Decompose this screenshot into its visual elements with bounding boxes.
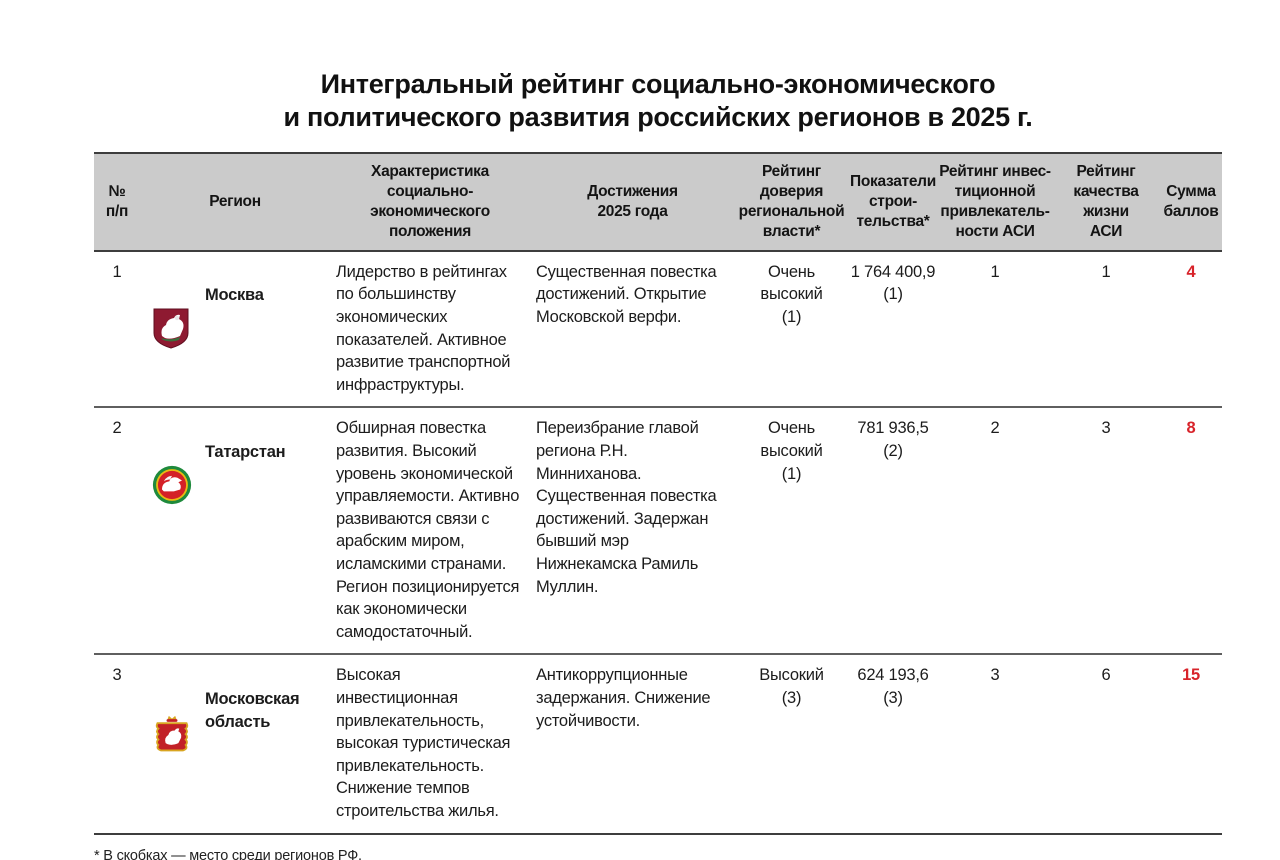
construction-cell: 624 193,6 (3): [848, 653, 938, 834]
page-title-line1: Интегральный рейтинг социально-экономиче…: [320, 69, 996, 99]
row-number: 2: [94, 406, 140, 655]
rating-table: № п/п Регион Характеристика социально-эк…: [94, 151, 1222, 835]
achievements-cell: Переизбрание главой региона Р.Н. Минниха…: [530, 406, 735, 655]
region-name: Татарстан: [205, 443, 286, 462]
total-score-cell: 15: [1160, 653, 1222, 834]
trust-rating-cell: Высокий (3): [735, 653, 848, 834]
row-number: 3: [94, 653, 140, 834]
header-asi-investment: Рейтинг инвес- тиционной привлекатель- н…: [938, 152, 1052, 252]
moscow-oblast-coat-of-arms-icon: [152, 689, 190, 780]
header-num: № п/п: [94, 152, 140, 252]
table-row-tatarstan: 2 Татарстан: [94, 406, 1222, 655]
header-construction: Показатели строи- тельства*: [848, 152, 938, 252]
table-row-moscow-oblast: 3 Московская область: [94, 653, 1222, 834]
tatarstan-emblem-icon: [152, 442, 192, 527]
asi-life-quality-cell: 1: [1101, 262, 1111, 281]
total-score-cell: 4: [1186, 262, 1196, 281]
construction-cell: 781 936,5 (2): [848, 406, 938, 655]
construction-cell: 1 764 400,9 (1): [850, 262, 936, 304]
header-achievements: Достижения 2025 года: [530, 152, 735, 252]
region-cell: Москва: [140, 251, 330, 408]
page-title: Интегральный рейтинг социально-экономиче…: [94, 68, 1222, 134]
table-header: № п/п Регион Характеристика социально-эк…: [94, 152, 1222, 252]
header-total-score: Сумма баллов: [1160, 152, 1222, 252]
characteristic-cell: Обширная повестка развития. Высокий уров…: [330, 406, 530, 655]
characteristic-cell: Лидерство в рейтингах по большинству эко…: [336, 262, 511, 394]
asi-life-quality-cell: 3: [1052, 406, 1160, 655]
achievements-cell: Антикоррупционные задержания. Снижение у…: [530, 653, 735, 834]
header-trust-rating: Рейтинг доверия региональной власти*: [735, 152, 848, 252]
characteristic-cell: Высокая инвестиционная привлекательность…: [330, 653, 530, 834]
asi-investment-cell: 1: [990, 262, 1000, 281]
footnote: * В скобках — место среди регионов РФ.: [94, 847, 362, 860]
region-cell: Татарстан: [140, 406, 330, 655]
table-row-moscow: 1 Москва Лидерст: [94, 251, 1222, 408]
asi-life-quality-cell: 6: [1052, 653, 1160, 834]
achievements-cell: Существенная повестка достижений. Открыт…: [536, 262, 717, 327]
total-score-cell: 8: [1160, 406, 1222, 655]
trust-rating-cell: Очень высокий (1): [760, 262, 823, 327]
header-asi-life-quality: Рейтинг качества жизни АСИ: [1052, 152, 1160, 252]
header-characteristic: Характеристика социально-экономического …: [330, 152, 530, 252]
header-region: Регион: [140, 152, 330, 252]
row-number: 1: [112, 262, 122, 281]
asi-investment-cell: 3: [938, 653, 1052, 834]
region-name: Московская область: [205, 689, 300, 731]
region-cell: Московская область: [140, 653, 330, 834]
trust-rating-cell: Очень высокий (1): [735, 406, 848, 655]
asi-investment-cell: 2: [938, 406, 1052, 655]
moscow-coat-of-arms-icon: [152, 285, 190, 372]
page: Интегральный рейтинг социально-экономиче…: [0, 68, 1280, 860]
page-title-line2: и политического развития российских реги…: [283, 101, 1033, 132]
region-name: Москва: [205, 286, 264, 305]
